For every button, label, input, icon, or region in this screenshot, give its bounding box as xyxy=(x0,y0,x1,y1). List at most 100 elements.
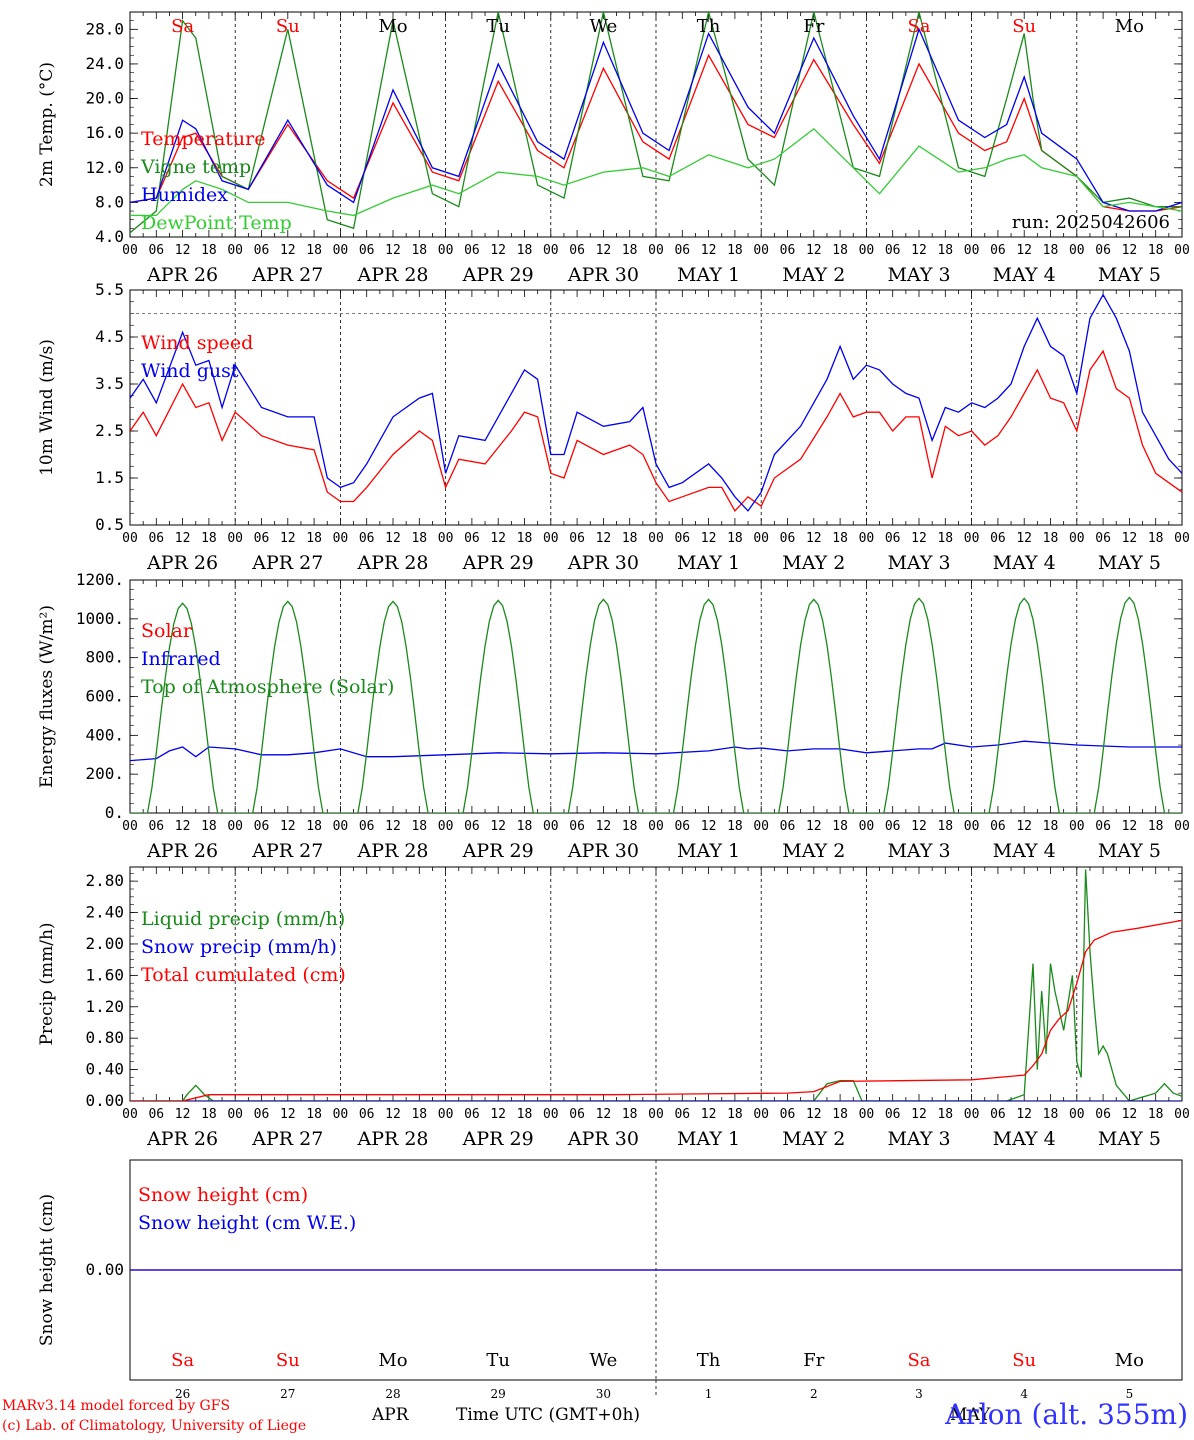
hour-tick-label: 18 xyxy=(622,819,638,834)
hour-tick-label: 12 xyxy=(806,531,822,546)
date-label: APR 29 xyxy=(462,552,534,574)
y-tick-label: 0.80 xyxy=(85,1028,124,1047)
hour-tick-label: 00 xyxy=(964,243,980,258)
series-line-wind-speed xyxy=(130,349,1182,512)
hour-tick-label: 06 xyxy=(990,819,1006,834)
date-label: MAY 5 xyxy=(1098,840,1161,862)
y-tick-label: 400. xyxy=(85,725,124,744)
legend-entry: Temperature xyxy=(141,128,265,150)
y-tick-label: 0.00 xyxy=(85,1260,124,1279)
hour-tick-label: 12 xyxy=(596,531,612,546)
hour-tick-label: 06 xyxy=(569,531,585,546)
hour-tick-label: 06 xyxy=(359,1107,375,1122)
hour-tick-label: 12 xyxy=(175,531,191,546)
date-label: APR 28 xyxy=(356,1128,428,1150)
hour-tick-label: 06 xyxy=(674,531,690,546)
day-name-label: Mo xyxy=(378,16,407,37)
day-name-label: Fr xyxy=(803,16,824,37)
hour-tick-label: 12 xyxy=(280,243,296,258)
hour-tick-label: 06 xyxy=(359,243,375,258)
date-label: APR 30 xyxy=(567,840,639,862)
hour-tick-label: 12 xyxy=(701,243,717,258)
hour-tick-label: 18 xyxy=(937,819,953,834)
day-name-label: Th xyxy=(697,16,721,37)
hour-tick-label: 18 xyxy=(832,1107,848,1122)
date-label: MAY 1 xyxy=(677,264,740,286)
hour-tick-label: 00 xyxy=(753,819,769,834)
hour-tick-label: 00 xyxy=(753,243,769,258)
series-line-humidex xyxy=(130,27,1182,212)
date-label: APR 29 xyxy=(462,1128,534,1150)
hour-tick-label: 18 xyxy=(832,819,848,834)
day-number-label: 27 xyxy=(280,1387,295,1401)
date-label: MAY 2 xyxy=(782,840,845,862)
hour-tick-label: 00 xyxy=(859,531,875,546)
day-number-label: 1 xyxy=(705,1387,713,1401)
hour-tick-label: 00 xyxy=(648,819,664,834)
hour-tick-label: 06 xyxy=(148,1107,164,1122)
y-tick-label: 2.80 xyxy=(85,871,124,890)
day-name-label: Mo xyxy=(1115,16,1144,37)
hour-tick-label: 18 xyxy=(306,531,322,546)
hour-tick-label: 00 xyxy=(1174,1107,1190,1122)
station-name: Arlon (alt. 355m) xyxy=(945,1398,1188,1431)
hour-tick-label: 00 xyxy=(227,531,243,546)
hour-tick-label: 06 xyxy=(359,531,375,546)
hour-tick-label: 12 xyxy=(1122,531,1138,546)
hour-tick-label: 06 xyxy=(990,531,1006,546)
run-annotation: run: 2025042606 xyxy=(1012,212,1170,233)
hour-tick-label: 18 xyxy=(201,1107,217,1122)
legend-entry: Snow height (cm W.E.) xyxy=(138,1212,356,1234)
hour-tick-label: 18 xyxy=(201,243,217,258)
hour-tick-label: 18 xyxy=(937,531,953,546)
date-label: MAY 4 xyxy=(993,264,1056,286)
hour-tick-label: 00 xyxy=(333,1107,349,1122)
hour-tick-label: 00 xyxy=(1069,243,1085,258)
hour-tick-label: 18 xyxy=(517,1107,533,1122)
hour-tick-label: 06 xyxy=(148,531,164,546)
legend-entry: Infrared xyxy=(141,648,221,670)
day-name-label: We xyxy=(590,16,618,37)
hour-tick-label: 18 xyxy=(517,243,533,258)
day-name-label: Su xyxy=(276,16,300,37)
date-label: APR 30 xyxy=(567,1128,639,1150)
series-line-wind-gust xyxy=(130,293,1182,512)
day-number-label: 2 xyxy=(810,1387,818,1401)
y-tick-label: 5.5 xyxy=(95,280,124,299)
hour-tick-label: 06 xyxy=(990,243,1006,258)
y-axis-label: 2m Temp. (°C) xyxy=(37,62,57,187)
y-tick-label: 0.40 xyxy=(85,1060,124,1079)
hour-tick-label: 00 xyxy=(333,531,349,546)
hour-tick-label: 00 xyxy=(438,243,454,258)
date-label: MAY 5 xyxy=(1098,552,1161,574)
series-line-total-cumulated-cm- xyxy=(130,919,1182,1101)
hour-tick-label: 06 xyxy=(464,531,480,546)
hour-tick-label: 18 xyxy=(411,531,427,546)
hour-tick-label: 06 xyxy=(254,819,270,834)
date-label: APR 26 xyxy=(146,264,218,286)
hour-tick-label: 00 xyxy=(122,531,138,546)
date-label: APR 28 xyxy=(356,264,428,286)
hour-tick-label: 06 xyxy=(1095,1107,1111,1122)
hour-tick-label: 18 xyxy=(622,243,638,258)
hour-tick-label: 00 xyxy=(1174,819,1190,834)
hour-tick-label: 12 xyxy=(911,243,927,258)
hour-tick-label: 12 xyxy=(806,819,822,834)
hour-tick-label: 18 xyxy=(1043,243,1059,258)
hour-tick-label: 06 xyxy=(569,243,585,258)
y-tick-label: 4.5 xyxy=(95,327,124,346)
day-name-label: We xyxy=(590,1350,618,1371)
hour-tick-label: 00 xyxy=(1174,531,1190,546)
model-credit: MARv3.14 model forced by GFS xyxy=(2,1398,231,1414)
hour-tick-label: 12 xyxy=(280,1107,296,1122)
date-label: APR 27 xyxy=(251,552,323,574)
hour-tick-label: 18 xyxy=(727,243,743,258)
legend-entry: Vigne temp xyxy=(140,156,251,178)
hour-tick-label: 12 xyxy=(490,1107,506,1122)
series-line-top-of-atmosphere-solar- xyxy=(130,596,1182,813)
series-line-dewpoint-temp xyxy=(130,127,1182,217)
hour-tick-label: 06 xyxy=(885,243,901,258)
date-label: APR 30 xyxy=(567,552,639,574)
date-label: APR 27 xyxy=(251,264,323,286)
hour-tick-label: 18 xyxy=(1148,819,1164,834)
